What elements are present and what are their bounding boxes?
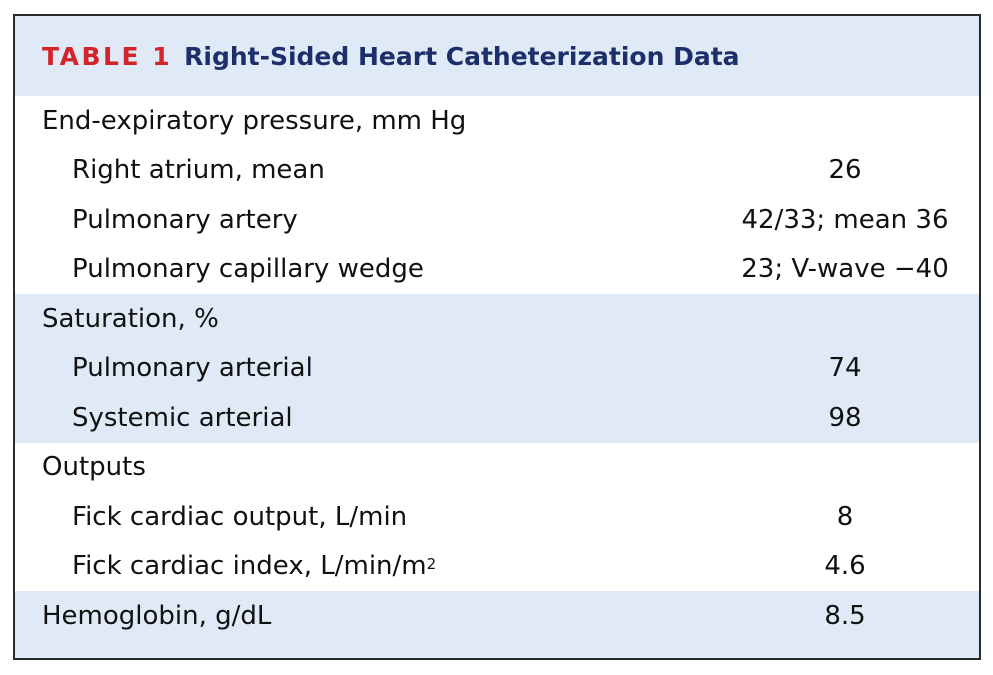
row-value: 4.6 <box>824 551 866 582</box>
row-label: Outputs <box>42 452 146 483</box>
row-value <box>715 96 975 146</box>
row-label: Systemic arterial <box>72 402 293 433</box>
table-label: TABLE 1 <box>42 41 173 71</box>
table-row: Pulmonary arterial 74 <box>15 343 979 393</box>
row-value: 8.5 <box>824 600 866 631</box>
row-value: 98 <box>828 402 862 433</box>
row-label: Pulmonary capillary wedge <box>72 254 424 285</box>
row-label: Saturation, % <box>42 303 219 334</box>
table-row: End-expiratory pressure, mm Hg <box>15 96 979 146</box>
row-value: 42/33; mean 36 <box>741 204 949 235</box>
row-value <box>715 294 975 344</box>
table-row: Right atrium, mean 26 <box>15 145 979 195</box>
row-label: Fick cardiac output, L/min <box>72 501 408 532</box>
row-label: Pulmonary artery <box>72 204 298 235</box>
table-row: Pulmonary capillary wedge 23; V-wave −40 <box>15 244 979 294</box>
table-row: Outputs <box>15 442 979 493</box>
table-title: Right-Sided Heart Catheterization Data <box>184 41 740 71</box>
row-label: Pulmonary arterial <box>72 353 313 384</box>
table-body: End-expiratory pressure, mm Hg Right atr… <box>15 96 979 641</box>
table-header: TABLE 1 Right-Sided Heart Catheterizatio… <box>15 16 979 96</box>
data-table: TABLE 1 Right-Sided Heart Catheterizatio… <box>13 14 981 660</box>
table-row: Hemoglobin, g/dL 8.5 <box>15 591 979 641</box>
table-row: Fick cardiac index, L/min/m 2 4.6 <box>15 541 979 592</box>
row-label: Right atrium, mean <box>72 155 325 186</box>
row-value: 74 <box>828 353 862 384</box>
row-value: 26 <box>828 155 862 186</box>
row-label: Hemoglobin, g/dL <box>42 600 272 631</box>
row-label: Fick cardiac index, L/min/m 2 <box>72 542 436 592</box>
row-value: 8 <box>836 501 854 532</box>
row-value: 23; V-wave −40 <box>741 254 949 285</box>
row-value <box>715 443 975 493</box>
superscript: 2 <box>426 555 437 574</box>
row-label: End-expiratory pressure, mm Hg <box>42 105 467 136</box>
table-row: Pulmonary artery 42/33; mean 36 <box>15 195 979 245</box>
row-label-text: Fick cardiac index, L/min/m <box>72 551 427 582</box>
table-row: Systemic arterial 98 <box>15 393 979 443</box>
table-row: Fick cardiac output, L/min 8 <box>15 492 979 542</box>
table-row: Saturation, % <box>15 294 979 344</box>
